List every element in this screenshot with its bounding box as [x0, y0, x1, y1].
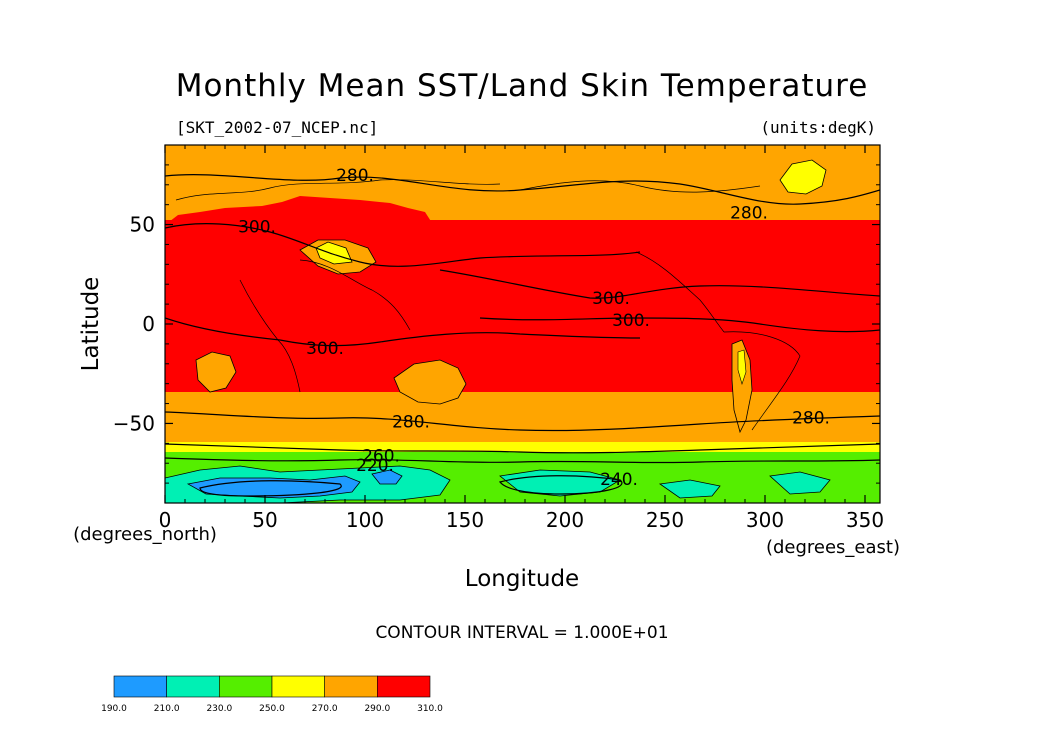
- contour-interval: CONTOUR INTERVAL = 1.000E+01: [375, 623, 668, 643]
- southern-africa-orange: [195, 351, 237, 393]
- colorbar-swatch: [166, 675, 220, 698]
- contour-300-north: [165, 223, 641, 267]
- y-tick-label: 0: [142, 312, 155, 336]
- x-tick-label: 200: [546, 508, 584, 532]
- contour-300-pacific: [439, 269, 880, 299]
- chart-title: Monthly Mean SST/Land Skin Temperature: [176, 68, 869, 104]
- north-warm-land-asia: [165, 196, 436, 254]
- x-axis-label: Longitude: [465, 566, 579, 592]
- contour-label: 300.: [592, 289, 630, 309]
- north-america-warm: [636, 226, 880, 260]
- y-axis-units: (degrees_north): [73, 524, 217, 545]
- x-tick-label: 300: [746, 508, 784, 532]
- y-axis: −50 0 50: [113, 164, 880, 484]
- x-tick-label: 100: [346, 508, 384, 532]
- colorbar-label: 230.0: [206, 704, 232, 714]
- contour-label: 240.: [600, 470, 638, 490]
- antarctic-cyan-east: [658, 479, 721, 499]
- australia-orange: [393, 359, 467, 405]
- contour-label: 280.: [730, 204, 768, 224]
- x-tick-label: 0: [159, 508, 172, 532]
- contour-label: 300.: [306, 339, 344, 359]
- y-tick-label: −50: [113, 411, 155, 435]
- coastlines: [175, 179, 801, 431]
- x-tick-label: 150: [446, 508, 484, 532]
- band-subpolar-yellow: [165, 442, 880, 452]
- colorbar-label: 250.0: [259, 704, 285, 714]
- colorbar-swatch: [377, 675, 431, 698]
- x-tick-label: 50: [252, 508, 277, 532]
- contour-lines: [165, 174, 880, 497]
- colorbar-label: 310.0: [417, 704, 443, 714]
- x-axis: 0 50 100 150 200 250 300 350: [159, 145, 884, 532]
- colorbar-swatch: [113, 675, 167, 698]
- antarctic-cyan-far-east: [769, 471, 831, 495]
- colorbar-label: 270.0: [312, 704, 338, 714]
- contour-label: 220.: [356, 456, 394, 476]
- andes-orange: [731, 339, 753, 434]
- contour-300-equator: [479, 317, 880, 333]
- plot-area: 280.300.300.300.300.280. 280.260.220.240.…: [165, 145, 880, 503]
- contour-label: 280.: [336, 166, 374, 186]
- colorbar-label: 290.0: [364, 704, 390, 714]
- contour-label: 300.: [612, 311, 650, 331]
- contour-labels: 280.300.300.300.300.280. 280.260.220.240.…: [238, 166, 830, 490]
- antarctic-blue-east: [371, 469, 403, 485]
- colorbar: 190.0 210.0 230.0 250.0 270.0 290.0 310.0: [101, 675, 443, 714]
- andes-yellow: [737, 349, 747, 386]
- contour-300-south: [165, 317, 641, 347]
- contour-label: 300.: [238, 218, 276, 238]
- y-axis-label: Latitude: [78, 277, 104, 372]
- contour-label: 260.: [362, 446, 400, 466]
- x-tick-label: 350: [846, 508, 884, 532]
- contour-280-south: [165, 411, 880, 432]
- colorbar-label: 210.0: [154, 704, 180, 714]
- colorbar-label: 190.0: [101, 704, 127, 714]
- y-tick-label: 50: [130, 213, 155, 237]
- colorbar-swatch: [271, 675, 325, 698]
- contour-label: 280.: [792, 408, 830, 428]
- tibet-yellow: [315, 241, 353, 265]
- x-tick-label: 250: [646, 508, 684, 532]
- contour-220-loop: [199, 480, 342, 497]
- colorbar-swatch: [219, 675, 273, 698]
- contour-280-north: [165, 174, 880, 205]
- subtitle-file: [SKT_2002-07_NCEP.nc]: [176, 118, 378, 137]
- contour-250: [165, 457, 880, 464]
- contour-260: [165, 443, 880, 454]
- contour-label: 280.: [392, 412, 430, 432]
- greenland-yellow: [779, 159, 827, 195]
- subtitle-units: (units:degK): [760, 118, 876, 137]
- colorbar-swatch: [324, 675, 378, 698]
- x-axis-units: (degrees_east): [766, 537, 900, 558]
- contour-240-loop: [498, 475, 623, 495]
